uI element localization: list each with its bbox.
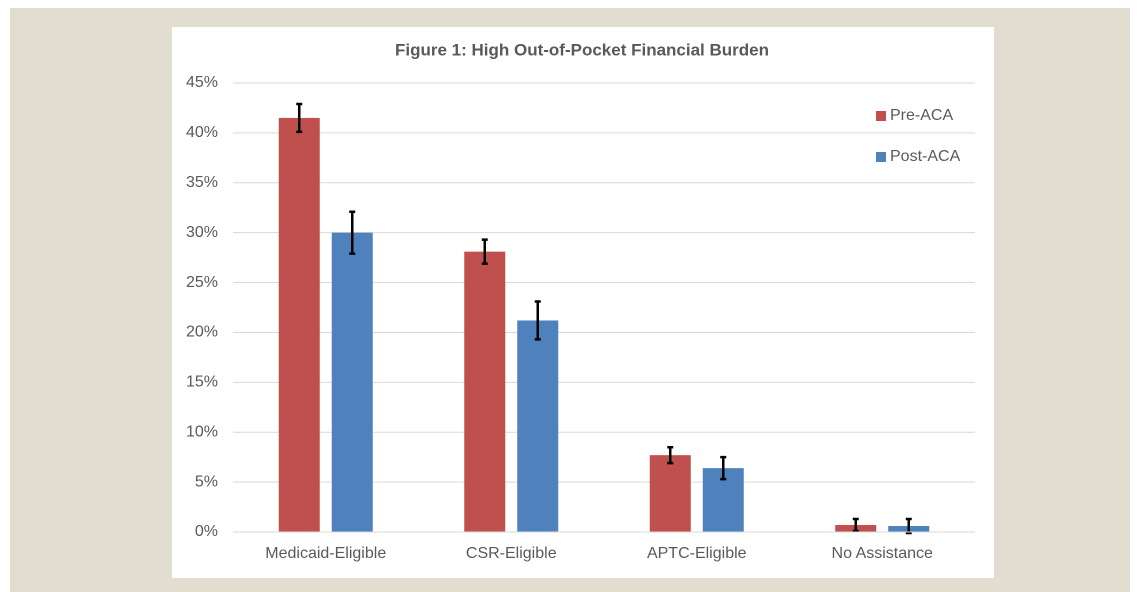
x-tick-label: No Assistance [832,545,933,562]
y-tick-label: 45% [186,74,218,91]
y-tick-label: 35% [186,174,218,191]
error-bar [852,517,859,533]
legend-swatch [876,152,886,162]
bar [331,232,373,532]
bar [517,320,559,532]
x-tick-label: APTC-Eligible [647,545,747,562]
error-bar [720,455,727,481]
error-bar [296,102,303,134]
error-bar [481,238,488,265]
chart-title: Figure 1: High Out-of-Pocket Financial B… [395,40,769,59]
y-tick-label: 15% [186,374,218,391]
y-tick-label: 40% [186,124,218,141]
legend-label: Pre-ACA [890,107,953,124]
bar [464,251,506,532]
y-tick-label: 25% [186,274,218,291]
error-bar [905,517,912,535]
error-bar [667,445,674,465]
bar [278,117,320,532]
legend-swatch [876,111,886,121]
bar [649,455,691,532]
legend-label: Post-ACA [890,148,961,165]
error-bar [534,300,541,341]
y-tick-label: 10% [186,423,218,440]
y-tick-label: 20% [186,324,218,341]
y-tick-label: 30% [186,224,218,241]
x-tick-label: Medicaid-Eligible [265,545,386,562]
x-tick-label: CSR-Eligible [466,545,557,562]
error-bar [349,210,356,255]
y-tick-label: 5% [195,473,218,490]
y-tick-label: 0% [195,523,218,540]
